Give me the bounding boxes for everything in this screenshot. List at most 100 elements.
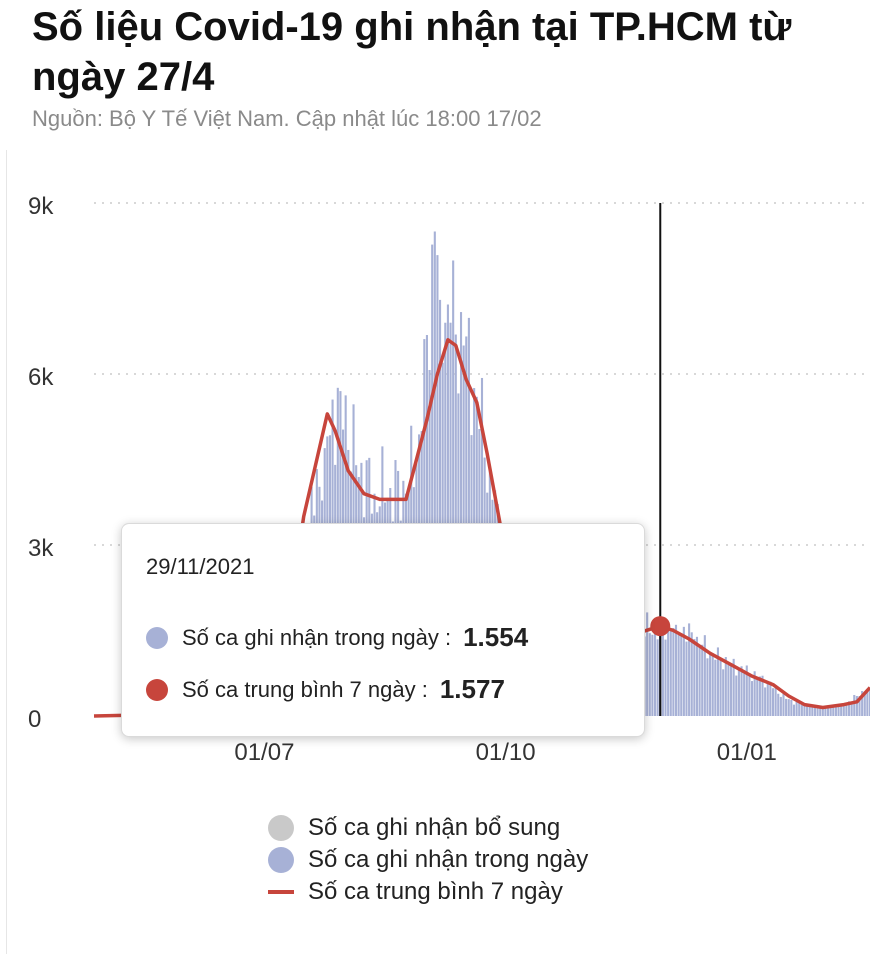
daily-bar — [858, 696, 861, 716]
daily-bar — [813, 706, 816, 716]
daily-bar — [821, 707, 824, 716]
daily-bar — [716, 647, 719, 716]
daily-bar — [449, 322, 452, 716]
daily-bar — [693, 639, 696, 716]
daily-bar — [653, 624, 657, 716]
daily-bar — [737, 669, 740, 716]
daily-bar — [787, 699, 790, 716]
tooltip-daily-row: Số ca ghi nhận trong ngày : 1.554 — [146, 622, 528, 653]
daily-bar — [798, 702, 801, 716]
tooltip-average-label: Số ca trung bình 7 ngày : — [182, 676, 428, 702]
daily-bar — [436, 255, 439, 716]
daily-bar — [690, 632, 693, 716]
daily-bar — [753, 671, 756, 716]
daily-bar — [661, 617, 664, 716]
daily-bar — [803, 705, 806, 716]
tooltip-average-row: Số ca trung bình 7 ngày : 1.577 — [146, 674, 505, 705]
gray-circle-icon — [268, 815, 294, 841]
hover-point-marker — [650, 616, 671, 637]
daily-bar — [868, 687, 870, 716]
daily-bar — [748, 673, 751, 716]
daily-bar — [674, 624, 678, 716]
daily-bar — [750, 681, 754, 716]
daily-bar — [792, 704, 796, 716]
daily-bar — [682, 626, 685, 716]
daily-bar — [709, 654, 712, 716]
daily-bar — [774, 685, 777, 716]
daily-bar — [444, 322, 447, 716]
daily-bar — [847, 701, 851, 716]
legend-item-daily[interactable]: Số ca ghi nhận trong ngày — [268, 844, 588, 876]
x-tick-label: 01/01 — [717, 739, 777, 766]
daily-bar — [764, 687, 767, 716]
daily-bar — [819, 707, 822, 716]
daily-bar — [664, 639, 667, 716]
daily-bar — [459, 312, 463, 716]
daily-bar — [711, 653, 714, 716]
average-dot-icon — [146, 678, 168, 701]
x-tick-label: 01/07 — [234, 739, 294, 766]
daily-bar — [732, 658, 735, 716]
y-tick-label: 9k — [28, 193, 54, 220]
legend-item-supplement[interactable]: Số ca ghi nhận bổ sung — [268, 812, 588, 844]
legend-label: Số ca ghi nhận trong ngày — [308, 846, 589, 873]
daily-bar — [855, 696, 858, 716]
daily-bar — [667, 622, 670, 716]
daily-bar — [829, 706, 832, 716]
daily-bar — [800, 704, 803, 716]
daily-bar — [727, 664, 730, 716]
chart-tooltip: 29/11/2021 Số ca ghi nhận trong ngày : 1… — [121, 523, 645, 737]
daily-bar — [834, 706, 837, 716]
blue-circle-icon — [268, 847, 294, 873]
daily-bar — [703, 635, 706, 716]
chart-title: Số liệu Covid-19 ghi nhận tại TP.HCM từ … — [32, 5, 792, 99]
daily-bar — [790, 699, 793, 716]
daily-bar — [680, 634, 683, 716]
daily-bar — [706, 658, 709, 716]
daily-bar — [861, 691, 864, 716]
daily-bar — [735, 675, 738, 716]
chart-legend: Số ca ghi nhận bổ sung Số ca ghi nhận tr… — [268, 812, 588, 908]
daily-bar — [758, 676, 761, 716]
tooltip-daily-value: 1.554 — [463, 622, 529, 652]
red-line-icon — [268, 890, 294, 894]
daily-bar — [431, 244, 434, 717]
chart-subtitle: Nguồn: Bộ Y Tế Việt Nam. Cập nhật lúc 18… — [32, 106, 542, 131]
tooltip-date: 29/11/2021 — [146, 554, 255, 579]
daily-bar — [842, 704, 845, 716]
y-tick-label: 3k — [28, 535, 54, 562]
daily-bar — [651, 634, 654, 716]
seven-day-average-path — [93, 338, 870, 718]
daily-bar — [672, 628, 675, 716]
legend-label: Số ca ghi nhận bổ sung — [308, 814, 561, 841]
daily-bar — [827, 707, 830, 716]
daily-bar — [771, 688, 775, 716]
daily-bar — [766, 681, 769, 716]
daily-bar — [785, 698, 788, 716]
daily-bar — [685, 641, 688, 716]
daily-bar — [845, 702, 848, 716]
daily-bar — [832, 706, 835, 716]
legend-item-average[interactable]: Số ca trung bình 7 ngày — [268, 876, 588, 908]
hover-cursor — [650, 203, 671, 716]
daily-bar — [743, 673, 746, 716]
y-tick-label: 0 — [28, 706, 41, 733]
seven-day-average-line — [93, 338, 870, 718]
daily-bar — [808, 706, 811, 716]
daily-bar — [863, 694, 866, 716]
daily-bar — [837, 706, 840, 716]
daily-bar — [677, 635, 680, 716]
daily-bar — [695, 636, 699, 716]
daily-bar — [795, 701, 798, 716]
daily-bar — [761, 675, 764, 716]
daily-bar — [730, 664, 733, 716]
card-left-border — [6, 150, 7, 954]
daily-bar — [439, 299, 442, 716]
daily-bar — [850, 702, 853, 716]
daily-bar — [446, 304, 449, 716]
x-tick-label: 01/10 — [476, 739, 536, 766]
tooltip-daily-label: Số ca ghi nhận trong ngày : — [182, 624, 452, 650]
daily-bar — [769, 681, 772, 716]
daily-bar — [722, 669, 725, 716]
daily-bar — [452, 260, 455, 716]
